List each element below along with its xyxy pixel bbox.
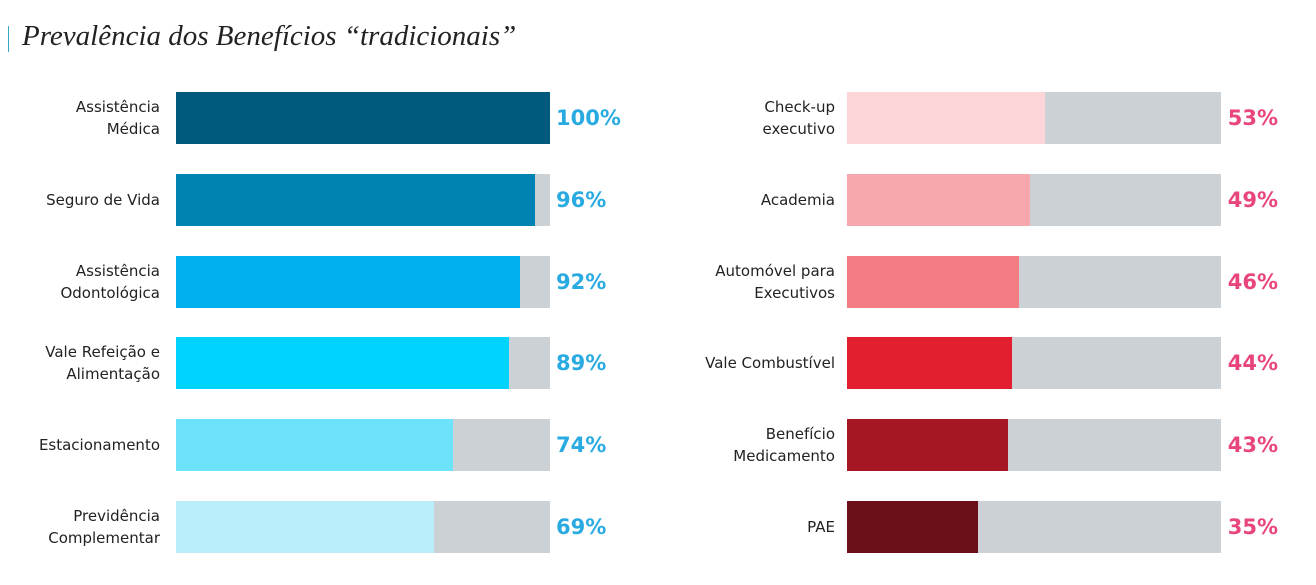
bar	[176, 501, 435, 553]
bar	[847, 337, 1012, 390]
category-label: Automóvel para Executivos	[715, 261, 835, 302]
value-label: 43%	[1227, 433, 1278, 458]
category-label: Assistência Médica	[75, 98, 160, 138]
bar	[847, 92, 1046, 144]
value-label: 96%	[556, 187, 607, 212]
value-label: 74%	[556, 433, 607, 458]
value-label: 100%	[556, 106, 621, 130]
value-label: 35%	[1227, 515, 1278, 539]
category-label: Seguro de Vida	[46, 190, 160, 209]
bar	[176, 255, 521, 308]
chart-title: Prevalência dos Benefícios “tradicionais…	[22, 20, 517, 52]
value-label: 89%	[556, 351, 607, 376]
bar	[176, 419, 453, 472]
category-label: Benefício Medicamento	[733, 425, 835, 466]
bar	[176, 337, 509, 390]
bar	[176, 173, 536, 226]
category-label: Previdência Complementar	[48, 507, 160, 547]
bar	[847, 173, 1031, 226]
value-label: 92%	[556, 269, 607, 294]
category-label: Check-up executivo	[762, 98, 835, 138]
value-label: 44%	[1227, 351, 1278, 376]
category-label: Vale Combustível	[705, 354, 835, 373]
bar	[847, 255, 1020, 308]
bar	[847, 419, 1008, 472]
value-label: 69%	[556, 515, 607, 539]
category-label: Estacionamento	[38, 436, 160, 455]
bar	[176, 92, 550, 144]
category-label: Academia	[760, 190, 835, 209]
category-label: Vale Refeição e Alimentação	[45, 343, 160, 384]
bar	[847, 501, 978, 553]
value-label: 49%	[1227, 187, 1278, 212]
value-label: 53%	[1227, 106, 1278, 130]
category-label: Assistência Odontológica	[60, 261, 160, 302]
category-label: PAE	[807, 518, 835, 536]
value-label: 46%	[1227, 269, 1278, 294]
title-accent	[8, 26, 9, 52]
